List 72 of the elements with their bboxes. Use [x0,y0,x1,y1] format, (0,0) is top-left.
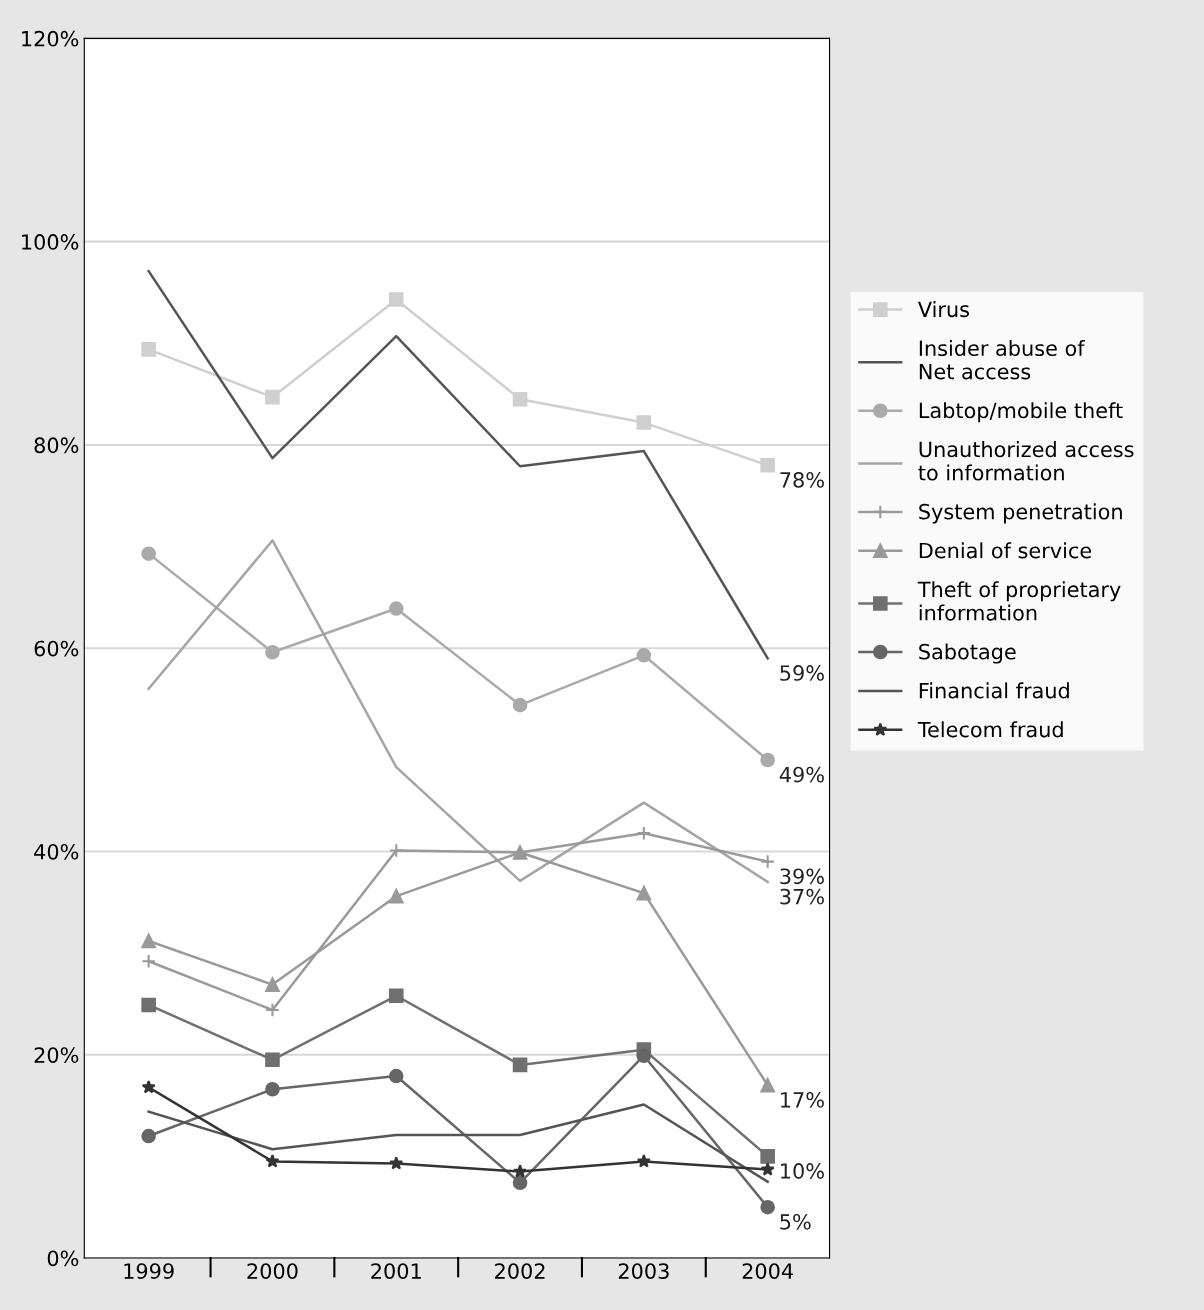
point [141,342,156,357]
legend-label: Theft of proprietary information [917,581,1121,621]
x-tick-label: 2000 [247,1263,298,1279]
point [265,1002,280,1018]
point [388,1068,404,1084]
point [512,1057,528,1073]
data-label: 5% [780,1213,811,1230]
point [636,648,652,663]
data-label: 10% [781,1163,824,1179]
point [389,1156,404,1170]
point [141,1128,156,1144]
point [141,933,156,949]
point [636,1048,652,1064]
point [265,1052,280,1068]
point [512,391,528,407]
x-tick-label: 2001 [371,1263,421,1279]
point [512,697,528,713]
data-label: 37% [780,888,824,905]
y-tick-label: 80% [34,437,79,454]
point [388,843,404,858]
y-tick-label: 60% [34,640,79,657]
y-tick-label: 20% [34,1047,79,1063]
point [760,1077,775,1093]
point [760,457,775,473]
legend-label: Denial of service [919,542,1092,559]
legend-label: System penetration [919,503,1122,524]
legend-label: Unauthorized access to information [918,441,1134,481]
data-label: 39% [780,868,824,885]
point [636,885,652,901]
legend-label: Virus [917,301,969,318]
x-tick-label: 2004 [742,1263,793,1279]
x-tick-label: 2002 [495,1263,545,1279]
line-series [147,1103,769,1184]
data-label: 49% [779,766,824,783]
legend-label: Labtop/mobile theft [919,402,1123,423]
y-tick-label: 120% [22,30,79,47]
data-label: 78% [780,472,824,488]
point [141,953,156,969]
point [388,988,404,1004]
point [512,1175,528,1191]
point [760,854,775,869]
line-series [147,269,769,660]
point [760,1162,775,1176]
point [388,292,404,307]
legend-label: Sabotage [919,643,1016,664]
point [513,1164,528,1178]
point [141,546,156,561]
point [265,389,280,405]
x-tick-label: 1999 [124,1263,174,1279]
point [265,1081,280,1097]
point [636,1154,651,1168]
point [141,1079,156,1094]
point [636,825,652,841]
y-tick-label: 40% [34,843,79,860]
point [141,997,156,1013]
data-label: 59% [780,665,824,681]
point [760,752,775,768]
data-label: 17% [781,1091,824,1108]
y-tick-label: 100% [22,234,79,250]
legend-label: Financial fraud [919,682,1069,699]
point [388,888,404,904]
point [388,601,404,616]
point [636,415,652,430]
point [265,977,280,992]
point [265,1154,280,1168]
point [760,1199,775,1215]
legend-label: Telecom fraud [917,721,1063,738]
point [265,644,280,660]
x-tick-label: 2003 [618,1263,669,1279]
legend-label: Insider abuse of Net access [919,339,1085,380]
y-tick-label: 0% [47,1250,79,1267]
point [760,1149,775,1164]
